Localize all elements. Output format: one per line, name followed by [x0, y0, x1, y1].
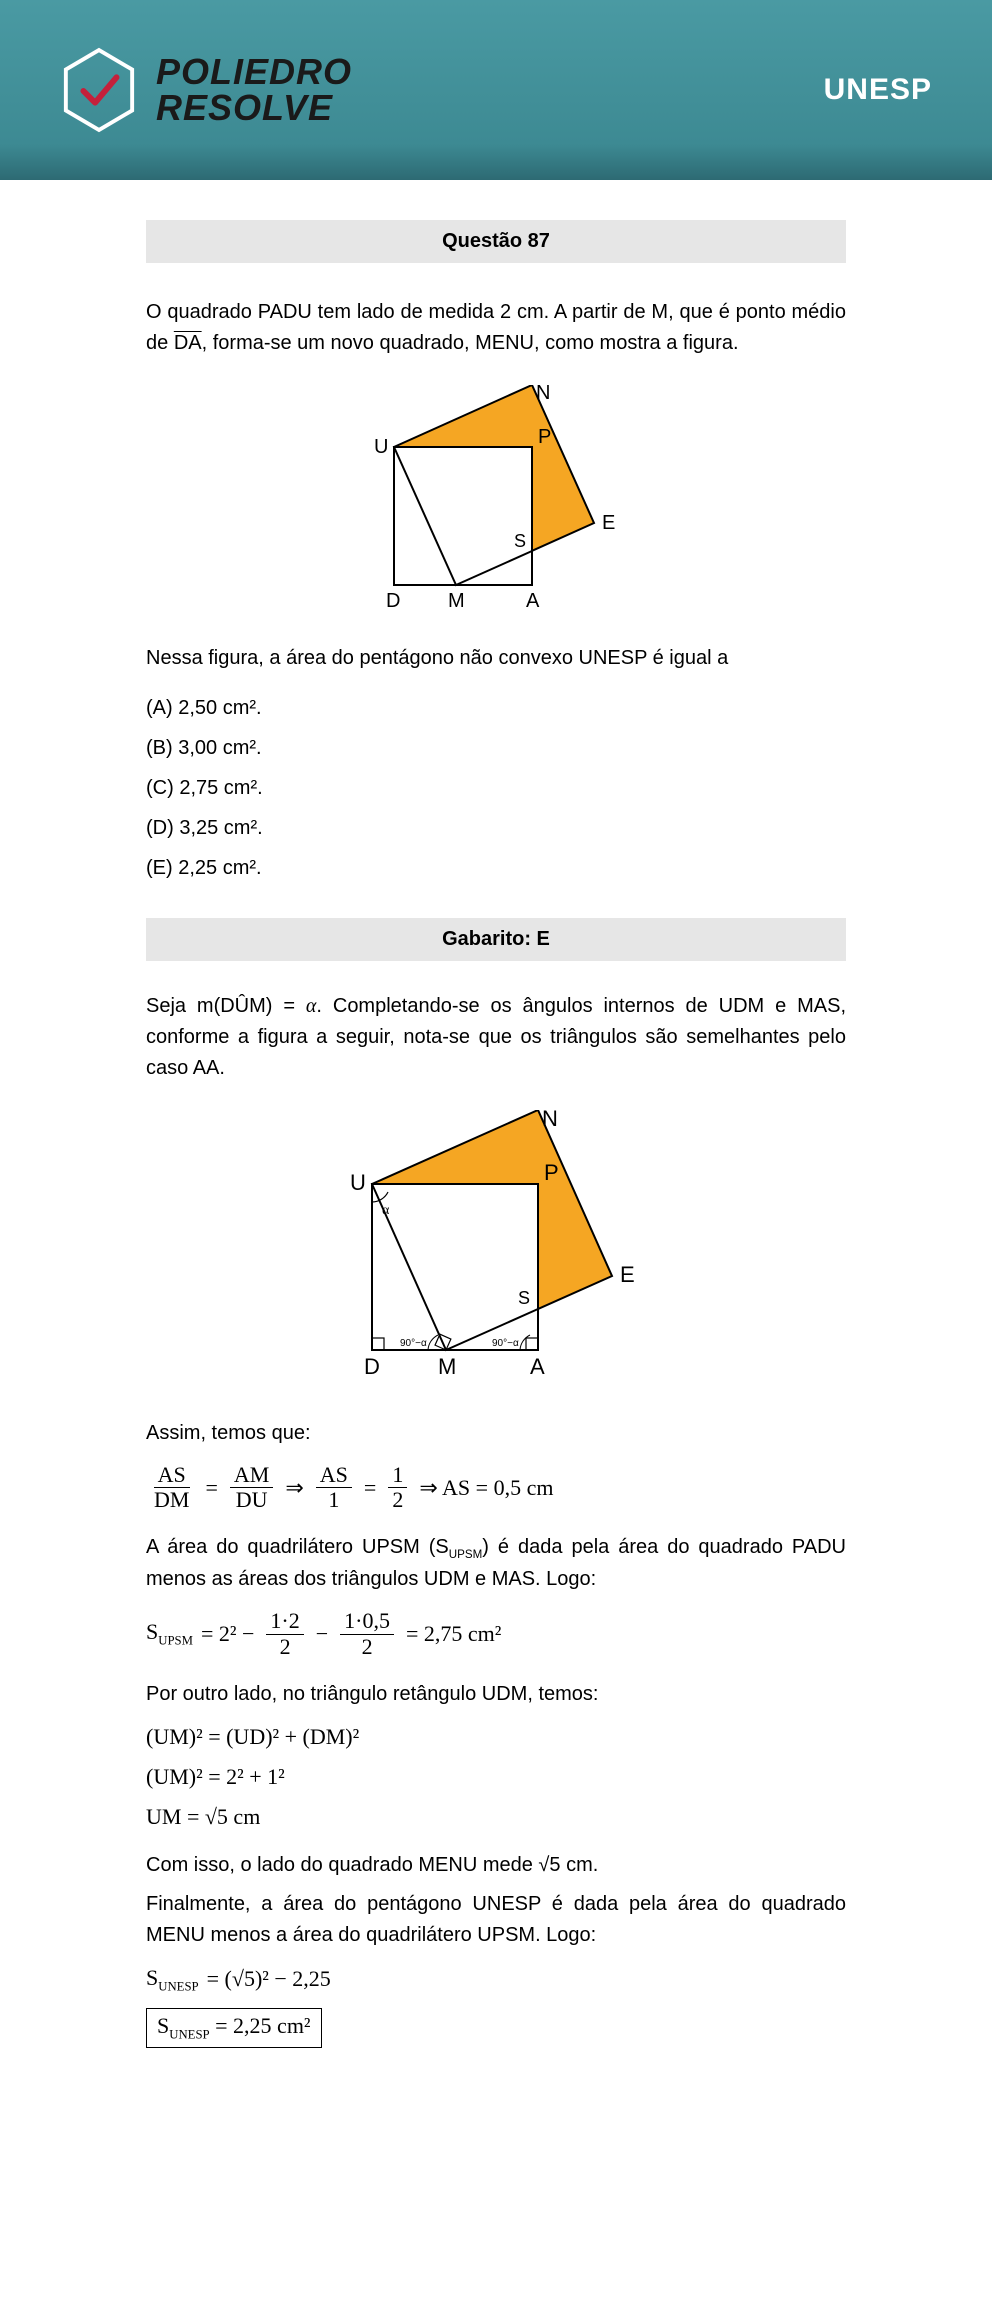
question-header: Questão 87: [146, 220, 846, 263]
lbl2-N: N: [542, 1110, 558, 1131]
page-body: Questão 87 O quadrado PADU tem lado de m…: [0, 180, 992, 2108]
solution-p3: A área do quadrilátero UPSM (SUPSM) é da…: [146, 1532, 846, 1595]
lbl2-U: U: [350, 1170, 366, 1195]
exam-label: UNESP: [824, 73, 932, 107]
lbl-E: E: [602, 512, 615, 534]
q-p1-after: , forma-se um novo quadrado, MENU, como …: [202, 332, 739, 354]
lbl-alpha: α: [382, 1203, 390, 1218]
lbl2-S: S: [518, 1288, 530, 1308]
brand-hexagon-icon: [60, 46, 138, 134]
option-c: (C) 2,75 cm².: [146, 768, 846, 808]
lbl-D: D: [386, 590, 400, 612]
lbl-A: A: [526, 590, 540, 612]
lbl-N: N: [536, 385, 550, 404]
lbl-ang1: 90°−α: [400, 1338, 427, 1349]
equation-1: ASDM = AMDU ⇒ AS1 = 12 ⇒ AS = 0,5 cm: [146, 1463, 846, 1512]
option-e: (E) 2,25 cm².: [146, 848, 846, 888]
brand-text: POLIEDRO RESOLVE: [156, 54, 352, 126]
equation-3c: UM = √5 cm: [146, 1804, 846, 1830]
lbl-P: P: [538, 426, 551, 448]
equation-3b: (UM)² = 2² + 1²: [146, 1764, 846, 1790]
lbl2-D: D: [364, 1354, 380, 1379]
brand-line-2: RESOLVE: [156, 90, 352, 126]
final-answer-box: SUNESP = 2,25 cm²: [146, 2008, 846, 2047]
lbl-ang2: 90°−α: [492, 1338, 519, 1349]
lbl2-M: M: [438, 1354, 456, 1379]
figure-1: N U P E S D M A: [146, 385, 846, 615]
lbl2-E: E: [620, 1262, 635, 1287]
page-header: POLIEDRO RESOLVE UNESP: [0, 0, 992, 180]
options-list: (A) 2,50 cm². (B) 3,00 cm². (C) 2,75 cm²…: [146, 688, 846, 888]
option-d: (D) 3,25 cm².: [146, 808, 846, 848]
equation-2: SUPSM = 2² − 1·22 − 1·0,52 = 2,75 cm²: [146, 1609, 846, 1658]
q-p1-segment: DA: [174, 332, 202, 354]
equation-3a: (UM)² = (UD)² + (DM)²: [146, 1724, 846, 1750]
solution-p6: Finalmente, a área do pentágono UNESP é …: [146, 1889, 846, 1951]
figure-2: α 90°−α 90°−α N U P E S D M A: [146, 1110, 846, 1390]
brand-block: POLIEDRO RESOLVE: [60, 46, 352, 134]
answer-header: Gabarito: E: [146, 918, 846, 961]
lbl-S: S: [514, 531, 526, 551]
option-b: (B) 3,00 cm².: [146, 728, 846, 768]
solution-p1: Seja m(DÛM) = α. Completando-se os ângul…: [146, 991, 846, 1084]
option-a: (A) 2,50 cm².: [146, 688, 846, 728]
lbl2-P: P: [544, 1160, 559, 1185]
solution-p5: Com isso, o lado do quadrado MENU mede √…: [146, 1850, 846, 1881]
content-column: Questão 87 O quadrado PADU tem lado de m…: [116, 180, 876, 2108]
question-intro: O quadrado PADU tem lado de medida 2 cm.…: [146, 297, 846, 359]
brand-line-1: POLIEDRO: [156, 54, 352, 90]
question-prompt: Nessa figura, a área do pentágono não co…: [146, 643, 846, 674]
lbl-M: M: [448, 590, 465, 612]
equation-4: SUNESP = (√5)² − 2,25: [146, 1965, 846, 1994]
lbl-U: U: [374, 436, 388, 458]
lbl2-A: A: [530, 1354, 545, 1379]
solution-p2: Assim, temos que:: [146, 1418, 846, 1449]
solution-p4: Por outro lado, no triângulo retângulo U…: [146, 1679, 846, 1710]
